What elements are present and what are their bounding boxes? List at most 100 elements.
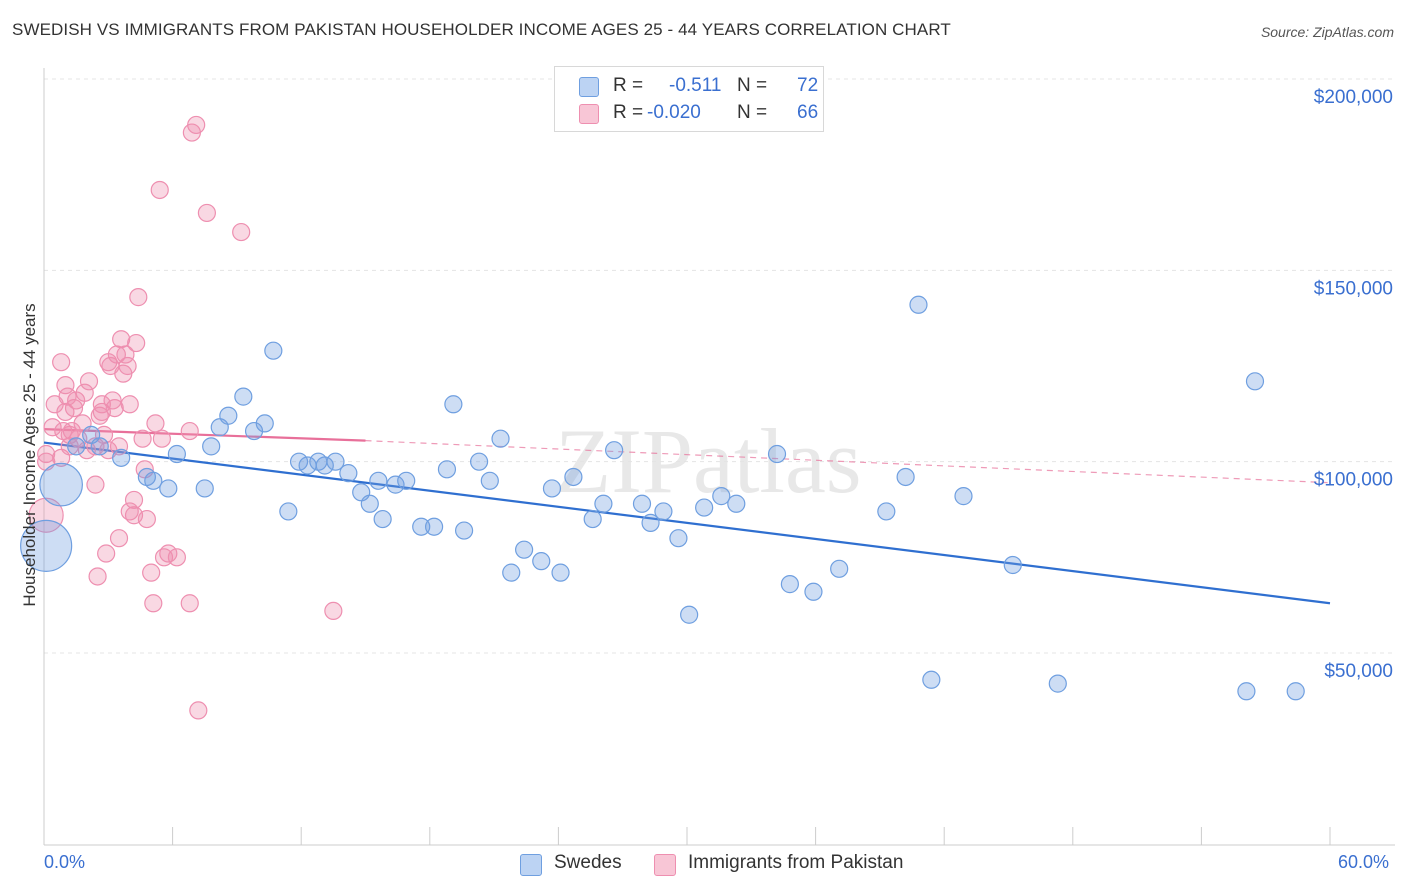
pakistan-r-value: -0.020 — [647, 102, 701, 123]
pakistan-point — [118, 356, 137, 376]
swedes-point — [289, 452, 309, 471]
pakistan-point — [116, 345, 135, 364]
swedes-point — [542, 479, 562, 498]
y-tick-label: $200,000 — [1314, 87, 1393, 108]
swedes-point — [654, 502, 673, 521]
pakistan-legend-swatch — [654, 854, 676, 876]
trend-lines — [43, 428, 1331, 605]
swedes-point — [954, 487, 973, 506]
pakistan-point — [232, 222, 251, 242]
n-label: N = — [737, 75, 768, 96]
pakistan-point — [52, 353, 71, 372]
swedes-point — [360, 494, 379, 513]
swedes-point — [144, 471, 163, 490]
swedes-point — [605, 441, 624, 460]
pakistan-point — [167, 548, 186, 567]
pakistan-point — [79, 372, 99, 391]
pakistan-point — [127, 333, 146, 353]
swedes-point — [469, 452, 489, 471]
swedes-n-value: 72 — [797, 75, 819, 96]
y-tick-label: $50,000 — [1324, 661, 1393, 682]
swedes-point — [39, 462, 83, 507]
pakistan-point — [56, 402, 75, 422]
chart-title: SWEDISH VS IMMIGRANTS FROM PAKISTAN HOUS… — [12, 20, 951, 39]
correlation-legend: R = -0.511 N = 72 R = -0.020 N = 66 — [554, 66, 824, 132]
swedes-point — [909, 295, 928, 314]
swedes-point — [20, 519, 73, 572]
swedes-point — [804, 582, 823, 601]
r-label: R = — [613, 102, 644, 123]
swedes-point — [412, 517, 431, 536]
swedes-point — [641, 513, 660, 532]
swedes-point — [159, 479, 178, 498]
pakistan-point — [43, 418, 62, 437]
swedes-point — [1003, 555, 1022, 575]
swedes-point — [255, 414, 274, 433]
x-tick-label-max: 60.0% — [1338, 852, 1390, 872]
swedes-legend-label: Swedes — [554, 852, 622, 873]
swedes-point — [780, 575, 799, 594]
pakistan-legend-label: Immigrants from Pakistan — [688, 852, 904, 873]
swedes-r-value: -0.511 — [669, 75, 722, 96]
pakistan-point — [86, 475, 105, 494]
swedes-point — [167, 444, 186, 464]
swedes-point — [1245, 372, 1265, 391]
pakistan-swatch — [579, 104, 599, 124]
y-axis-label: Householder Income Ages 25 - 44 years — [20, 303, 39, 607]
swedes-point — [502, 563, 521, 582]
swedes-point — [454, 521, 474, 540]
pakistan-point — [144, 594, 163, 613]
swedes-point — [424, 517, 444, 536]
swedes-point — [669, 529, 688, 548]
swedes-point — [219, 406, 238, 425]
swedes-point — [90, 437, 109, 456]
pakistan-point — [187, 115, 206, 135]
pakistan-point — [37, 444, 56, 464]
swedes-point — [583, 509, 602, 529]
swedes-point — [532, 552, 551, 571]
swedes-point — [727, 494, 746, 513]
swedes-point — [480, 471, 499, 490]
swedes-point — [551, 563, 570, 582]
swedes-point — [67, 437, 86, 456]
pakistan-point — [197, 203, 216, 223]
swedes-point — [386, 475, 405, 494]
pakistan-point — [150, 180, 169, 200]
swedes-trend-line — [43, 441, 1331, 605]
swedes-point — [830, 559, 849, 578]
pakistan-point — [56, 376, 75, 395]
swedes-point — [234, 387, 253, 406]
swedes-point — [594, 494, 613, 513]
swedes-point — [373, 509, 392, 529]
pakistan-point — [180, 421, 199, 441]
swedes-point — [767, 444, 787, 464]
swedes-point — [326, 452, 345, 471]
swedes-point — [564, 467, 583, 487]
pakistan-trend-line — [43, 428, 366, 442]
swedes-point — [896, 467, 915, 487]
watermark-zip: ZIPatlas — [555, 410, 862, 512]
swedes-point — [369, 471, 388, 490]
swedes-legend-swatch — [520, 854, 542, 876]
pakistan-point — [146, 414, 165, 433]
swedes-point — [1286, 682, 1305, 701]
pakistan-point — [28, 497, 64, 533]
swedes-point — [339, 464, 358, 483]
pakistan-point — [129, 288, 148, 307]
x-tick-label-min: 0.0% — [44, 852, 86, 872]
n-label: N = — [737, 102, 768, 123]
swedes-point — [712, 487, 731, 506]
watermark: ZIPatlas — [555, 410, 862, 512]
pakistan-point — [88, 567, 107, 586]
pakistan-point — [112, 330, 131, 349]
pakistan-point — [58, 387, 77, 406]
axes — [43, 68, 1395, 846]
swedes-point — [515, 540, 534, 559]
y-tick-label: $150,000 — [1314, 278, 1393, 299]
pakistan-point — [97, 544, 116, 563]
swedes-point — [444, 395, 463, 414]
swedes-point — [397, 471, 416, 490]
pakistan-point — [75, 383, 94, 402]
swedes-point — [632, 494, 652, 513]
